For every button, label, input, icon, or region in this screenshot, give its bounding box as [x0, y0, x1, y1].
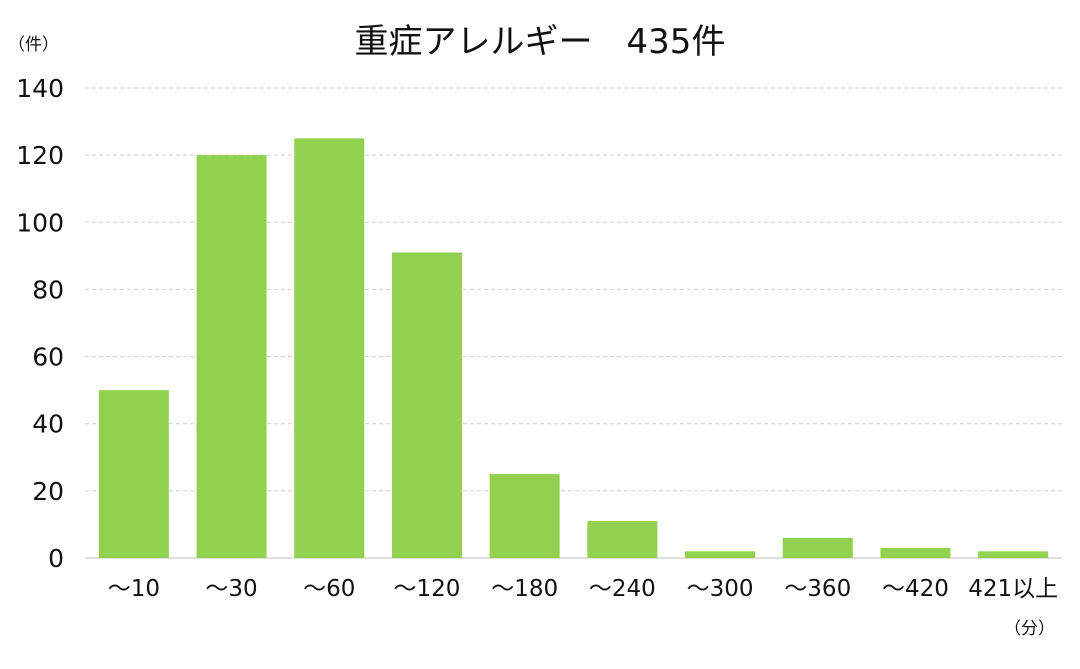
y-tick-label: 60: [32, 343, 64, 372]
bar: [391, 252, 462, 558]
bar: [978, 551, 1049, 558]
y-tick-label: 100: [16, 208, 64, 237]
y-axis-unit: （件）: [8, 35, 59, 55]
y-tick-label: 0: [48, 544, 64, 573]
y-tick-label: 140: [16, 74, 64, 103]
y-tick-label: 80: [32, 275, 64, 304]
bars: [98, 138, 1049, 558]
y-tick-label: 120: [16, 141, 64, 170]
x-axis-unit: （分）: [1004, 619, 1055, 639]
bar: [587, 521, 658, 558]
y-tick-label: 40: [32, 410, 64, 439]
x-tick-label: ～420: [882, 576, 949, 602]
bar: [489, 474, 560, 558]
bar: [196, 155, 267, 558]
x-tick-label: ～30: [205, 576, 257, 602]
chart-title: 重症アレルギー 435件: [355, 22, 726, 62]
x-tick-label: ～120: [393, 576, 460, 602]
x-tick-label: ～300: [687, 576, 754, 602]
bar: [98, 390, 169, 558]
x-axis-labels: ～10 ～30 ～60 ～120 ～180 ～240 ～300 ～360 ～420 421以上: [108, 576, 1058, 602]
bar: [782, 537, 853, 558]
bar: [685, 551, 756, 558]
bar: [294, 138, 365, 558]
x-tick-label: ～240: [589, 576, 656, 602]
bar: [880, 547, 951, 558]
x-tick-label: 421以上: [968, 576, 1058, 602]
x-tick-label: ～360: [784, 576, 851, 602]
x-tick-label: ～10: [108, 576, 160, 602]
y-axis-ticks: 0 20 40 60 80 100 120 140: [16, 74, 64, 573]
x-tick-label: ～180: [491, 576, 558, 602]
x-tick-label: ～60: [303, 576, 355, 602]
y-tick-label: 20: [32, 477, 64, 506]
